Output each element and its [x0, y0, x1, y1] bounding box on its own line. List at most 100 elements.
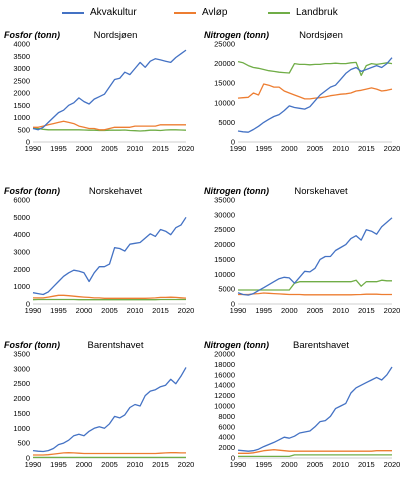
- x-tick-label: 1990: [230, 306, 247, 315]
- y-tick-label: 5000: [218, 118, 235, 127]
- chart-title: Nordsjøen: [299, 30, 343, 41]
- x-tick-label: 1995: [50, 460, 67, 469]
- x-tick-label: 2010: [332, 144, 349, 153]
- x-tick-label: 2000: [76, 460, 93, 469]
- y-tick-label: 1500: [13, 409, 30, 418]
- chart-title: Norskehavet: [89, 186, 143, 197]
- y-axis-label: Fosfor (tonn): [4, 30, 60, 40]
- x-tick-label: 2010: [127, 460, 144, 469]
- series-line-avlop: [33, 452, 186, 456]
- y-tick-label: 2500: [13, 379, 30, 388]
- y-axis-label: Fosfor (tonn): [4, 340, 60, 350]
- chart-barentshavet-nitrogen: Nitrogen (tonn) Barentshavet0200040006000…: [204, 340, 401, 469]
- y-tick-label: 1000: [13, 282, 30, 291]
- x-tick-label: 1995: [255, 460, 272, 469]
- y-tick-label: 6000: [218, 422, 235, 431]
- series-line-avlop: [33, 294, 187, 299]
- legend-label-landbruk: Landbruk: [296, 7, 338, 18]
- y-tick-label: 35000: [214, 196, 235, 205]
- series-line-akvakultur: [32, 367, 187, 453]
- legend-label-akvakultur: Akvakultur: [90, 7, 137, 18]
- y-tick-label: 20000: [214, 59, 235, 68]
- chart-nordsjoen-fosfor: Fosfor (tonn) Nordsjøen 0 500 1000 1500 2000 25…: [4, 30, 195, 153]
- y-tick-label: 2500: [13, 76, 30, 85]
- x-tick-label: 2020: [384, 460, 401, 469]
- y-tick-label: 30000: [214, 210, 235, 219]
- x-tick-label: 2010: [332, 460, 349, 469]
- y-tick-label: 2000: [218, 443, 235, 452]
- y-tick-label: 0: [26, 454, 30, 463]
- y-tick-label: 1000: [13, 113, 30, 122]
- x-tick-label: 1990: [25, 144, 42, 153]
- x-tick-label: 2015: [152, 144, 169, 153]
- y-tick-label: 14000: [214, 381, 235, 390]
- legend-swatch-avlop: [174, 12, 196, 14]
- y-tick-label: 20000: [214, 240, 235, 249]
- y-tick-label: 18000: [214, 360, 235, 369]
- x-tick-label: 1990: [230, 144, 247, 153]
- legend-swatch-landbruk: [268, 12, 290, 14]
- y-tick-label: 0: [26, 138, 30, 147]
- series-line-akvakultur: [237, 57, 393, 133]
- series-line-avlop: [33, 120, 186, 131]
- series-line-landbruk: [238, 279, 392, 291]
- series-line-landbruk: [238, 454, 392, 458]
- chart-legend: Akvakultur Avløp Landbruk: [0, 0, 406, 26]
- y-tick-label: 25000: [214, 40, 235, 49]
- y-tick-label: 0: [26, 300, 30, 309]
- y-tick-label: 1500: [13, 101, 30, 110]
- x-tick-label: 2015: [358, 144, 375, 153]
- series-line-avlop: [238, 292, 392, 296]
- y-tick-label: 500: [17, 439, 30, 448]
- chart-nordsjoen-nitrogen: Nitrogen (tonn) Nordsjøen 0 5000 10000 15000 2…: [204, 30, 400, 153]
- x-tick-label: 2020: [384, 306, 401, 315]
- x-tick-label: 2005: [101, 460, 118, 469]
- y-tick-label: 4000: [13, 40, 30, 49]
- y-tick-label: 3500: [13, 52, 30, 61]
- legend-item-avlop: Avløp: [174, 6, 264, 20]
- legend-item-akvakultur: Akvakultur: [62, 6, 172, 20]
- series-line-landbruk: [237, 60, 393, 77]
- x-tick-label: 2015: [358, 306, 375, 315]
- legend-item-landbruk: Landbruk: [268, 6, 378, 20]
- legend-swatch-akvakultur: [62, 12, 84, 14]
- legend-label-avlop: Avløp: [202, 7, 228, 18]
- chart-norskehavet-fosfor: Fosfor (tonn) Norskehavet 0 1000 2000 3000 400…: [4, 186, 194, 315]
- y-tick-label: 3000: [13, 248, 30, 257]
- x-tick-label: 2005: [307, 460, 324, 469]
- y-tick-label: 25000: [214, 225, 235, 234]
- chart-title: Barentshavet: [293, 340, 349, 351]
- x-tick-label: 1995: [255, 306, 272, 315]
- chart-title: Barentshavet: [88, 340, 144, 351]
- y-tick-label: 2000: [13, 89, 30, 98]
- x-tick-label: 2020: [178, 460, 195, 469]
- y-tick-label: 0: [231, 300, 235, 309]
- chart-barentshavet-fosfor: Fosfor (tonn) Barentshavet 0 500 1000 1500 200…: [4, 340, 195, 469]
- y-tick-label: 10000: [214, 270, 235, 279]
- x-tick-label: 1990: [25, 306, 42, 315]
- x-tick-label: 2015: [152, 460, 169, 469]
- y-tick-label: 2000: [13, 394, 30, 403]
- y-tick-label: 6000: [13, 196, 30, 205]
- x-tick-label: 2010: [332, 306, 349, 315]
- y-tick-label: 1000: [13, 424, 30, 433]
- x-tick-label: 2005: [101, 144, 118, 153]
- x-tick-label: 2020: [178, 144, 195, 153]
- x-tick-label: 2000: [76, 306, 93, 315]
- chart-title: Nordsjøen: [94, 30, 138, 41]
- series-line-akvakultur: [32, 216, 187, 296]
- y-axis-label: Nitrogen (tonn): [204, 186, 269, 196]
- x-tick-label: 1995: [50, 306, 67, 315]
- y-tick-label: 3000: [13, 364, 30, 373]
- x-tick-label: 1995: [255, 144, 272, 153]
- x-tick-label: 1990: [230, 460, 247, 469]
- y-tick-label: 0: [231, 454, 235, 463]
- x-tick-label: 2000: [76, 144, 93, 153]
- y-tick-label: 8000: [218, 412, 235, 421]
- y-axis-label: Fosfor (tonn): [4, 186, 60, 196]
- x-tick-label: 2005: [307, 306, 324, 315]
- y-axis-label: Nitrogen (tonn): [204, 30, 269, 40]
- x-tick-label: 2005: [307, 144, 324, 153]
- y-tick-label: 5000: [218, 285, 235, 294]
- x-tick-label: 2015: [358, 460, 375, 469]
